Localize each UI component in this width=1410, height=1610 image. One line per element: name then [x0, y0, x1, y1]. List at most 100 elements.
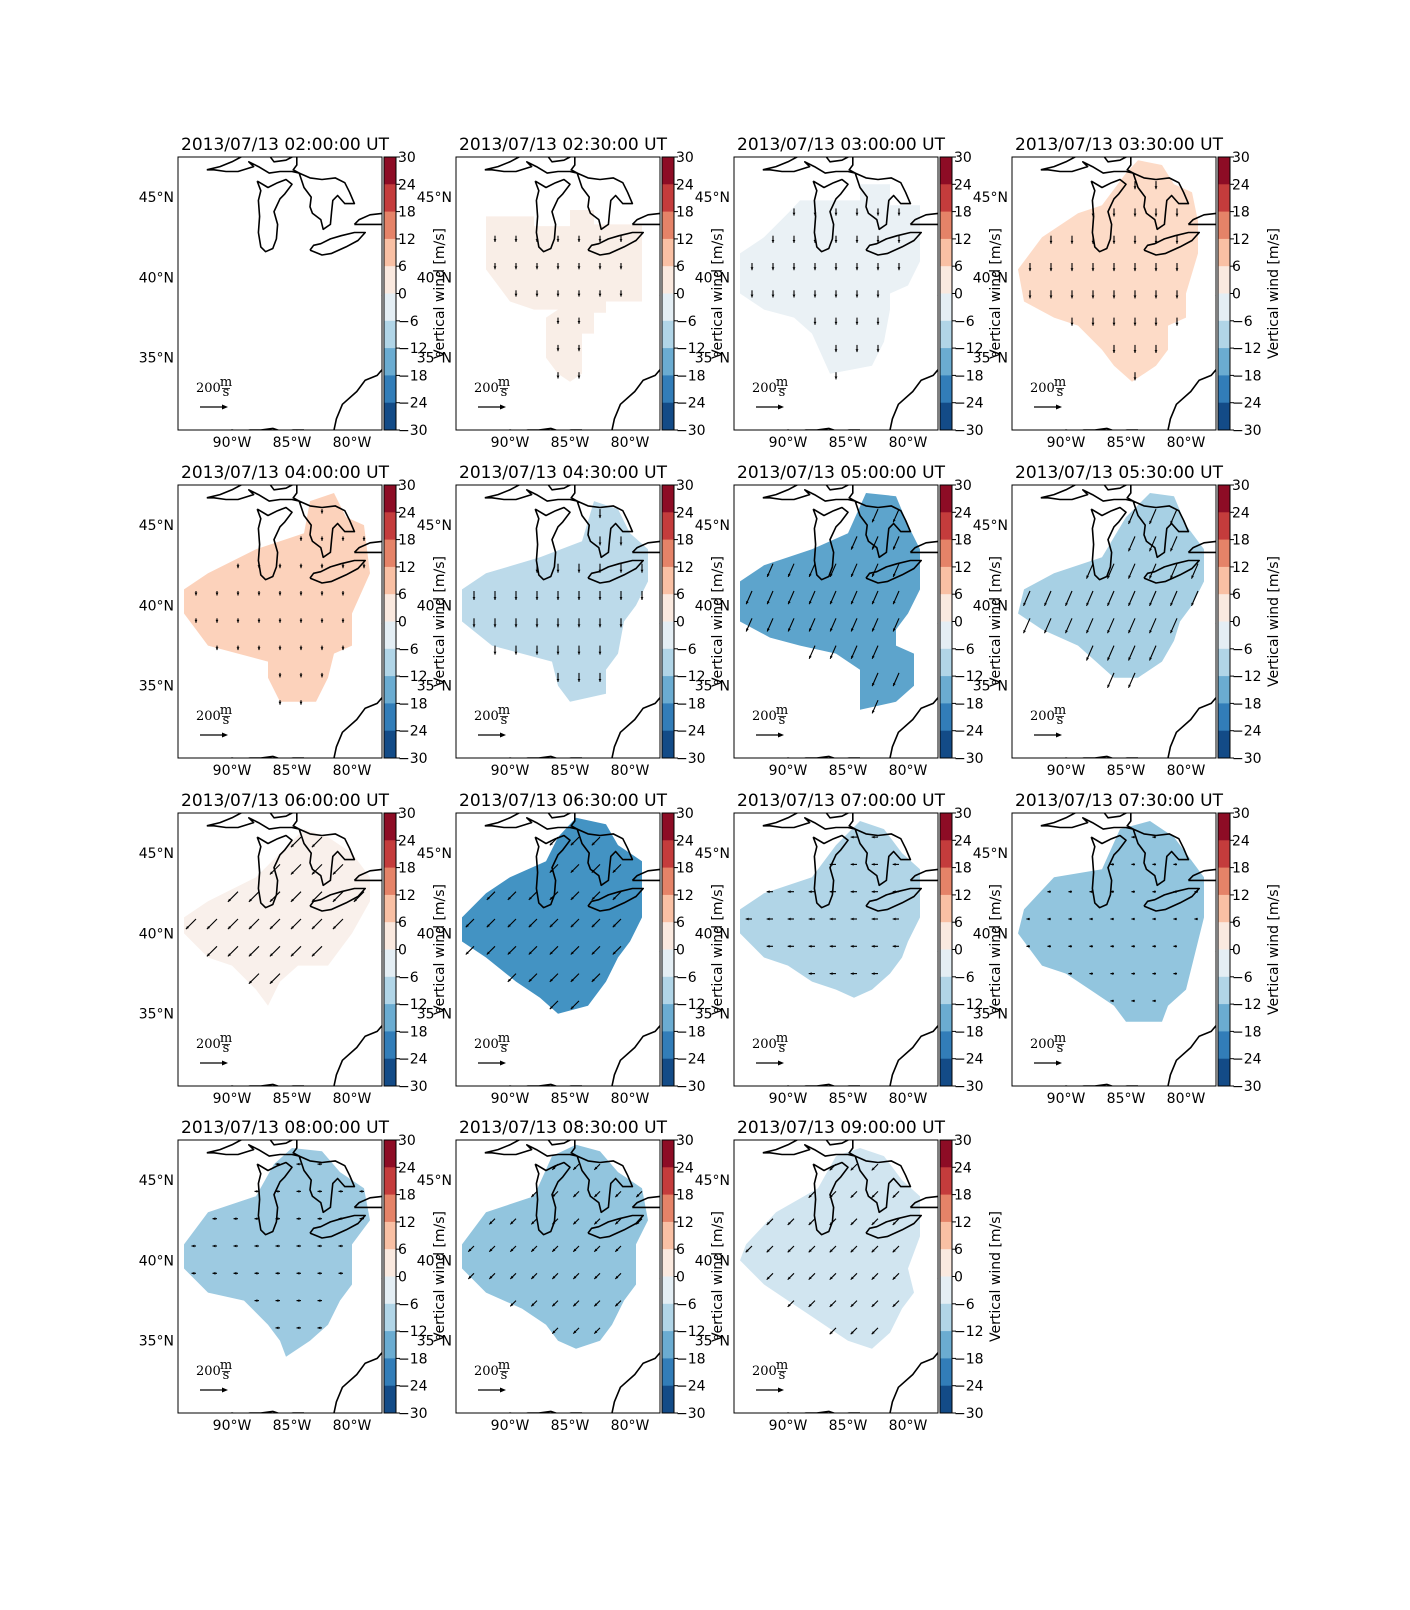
scale-arrow-unit-num: m — [776, 1031, 788, 1046]
wind-arrowhead — [1152, 835, 1156, 839]
colorbar-segment — [662, 402, 674, 431]
coastline — [576, 828, 634, 887]
wind-arrowhead — [320, 619, 324, 623]
wind-arrowhead — [275, 1190, 279, 1193]
lon-tick-label: 85°W — [829, 435, 868, 451]
wind-region — [462, 817, 642, 1014]
colorbar-segment — [384, 976, 396, 1005]
wind-arrowhead — [1170, 575, 1173, 579]
wind-arrowhead — [275, 1326, 279, 1330]
wind-arrowhead — [851, 628, 854, 632]
wind-arrowhead — [317, 1299, 321, 1302]
colorbar-tick-label: 18 — [676, 1188, 694, 1204]
colorbar-segment — [662, 1221, 674, 1250]
wind-region — [1018, 821, 1204, 1022]
coastline — [865, 1214, 922, 1239]
colorbar-tick-label: 18 — [398, 1188, 416, 1204]
colorbar-tick-label: −18 — [398, 1024, 428, 1040]
wind-arrowhead — [1152, 917, 1156, 921]
coastline — [1040, 157, 1134, 174]
colorbar-segment — [662, 949, 674, 978]
lat-tick-label: 40°N — [417, 926, 452, 942]
wind-arrowhead — [619, 542, 623, 546]
colorbar-segment — [384, 894, 396, 923]
wind-arrowhead — [598, 624, 602, 628]
colorbar-tick-label: 6 — [1232, 259, 1241, 275]
wind-arrowhead — [855, 212, 859, 216]
colorbar-tick-label: −6 — [954, 1297, 975, 1313]
wind-arrowhead — [615, 1194, 619, 1198]
colorbar-segment — [384, 676, 396, 704]
wind-arrowhead — [792, 267, 796, 271]
wind-arrowhead — [598, 515, 602, 519]
colorbar-tick-label: 24 — [1232, 505, 1250, 521]
wind-arrowhead — [771, 240, 775, 243]
colorbar-segment — [662, 976, 674, 1005]
lat-tick-label: 35°N — [695, 679, 730, 695]
wind-arrowhead — [830, 601, 833, 605]
wind-region — [1018, 493, 1204, 678]
wind-arrowhead — [871, 863, 875, 866]
lat-tick-label: 45°N — [973, 190, 1008, 206]
colorbar-segment — [384, 539, 396, 568]
colorbar-tick-label: −12 — [676, 341, 706, 357]
wind-arrowhead — [619, 293, 623, 297]
colorbar-segment — [940, 1004, 952, 1032]
wind-arrowhead — [556, 293, 560, 297]
colorbar: 30 24 18 12 6 0 −6 −12 −18 −24 −30 Vertical wind [m… — [383, 806, 448, 1095]
wind-arrowhead — [876, 294, 880, 298]
wind-arrowhead — [829, 1249, 833, 1253]
wind-arrowhead — [556, 679, 560, 682]
coastline — [206, 1140, 300, 1157]
wind-arrowhead — [338, 1271, 342, 1275]
wind-arrowhead — [549, 924, 553, 928]
colorbar-tick-label: 0 — [676, 287, 685, 303]
wind-arrowhead — [299, 619, 303, 623]
coastline — [854, 172, 912, 231]
scale-arrow-unit-num: m — [498, 1031, 510, 1046]
wind-arrowhead — [892, 917, 896, 921]
scale-arrow-unit-den: s — [1057, 713, 1064, 728]
coastline — [298, 1155, 356, 1214]
scale-arrow-unit-den: s — [223, 713, 230, 728]
colorbar-segment — [662, 1167, 674, 1196]
wind-arrowhead — [296, 1190, 300, 1193]
wind-region — [740, 1148, 920, 1349]
wind-arrowhead — [1131, 944, 1135, 948]
colorbar-segment — [940, 676, 952, 704]
wind-arrowhead — [829, 917, 833, 921]
wind-arrowhead — [552, 1330, 556, 1334]
lon-tick-label: 85°W — [551, 1418, 590, 1434]
colorbar-segment — [662, 348, 674, 376]
wind-arrowhead — [619, 266, 623, 270]
wind-arrowhead — [809, 601, 812, 605]
wind-arrowhead — [311, 953, 315, 957]
wind-arrowhead — [1107, 575, 1110, 579]
wind-arrowhead — [897, 240, 901, 243]
colorbar-tick-label: −24 — [398, 1379, 428, 1395]
coastline — [889, 951, 938, 1086]
wind-arrowhead — [591, 978, 595, 982]
coastline — [909, 212, 938, 226]
coastline — [631, 868, 660, 882]
map-panel: 2013/07/13 09:00:00 UT 200 ms 45°N 40°N 35°N 9… — [695, 1118, 1004, 1434]
wind-arrowhead — [808, 890, 812, 894]
wind-arrowhead — [808, 917, 812, 921]
wind-arrowhead — [851, 655, 854, 659]
lon-tick-label: 85°W — [273, 1091, 312, 1107]
lat-tick-label: 45°N — [695, 1173, 730, 1189]
colorbar-segment — [1218, 594, 1230, 622]
wind-arrowhead — [612, 869, 616, 873]
coastline — [854, 828, 912, 887]
colorbar-tick-label: 12 — [676, 232, 694, 248]
wind-arrowhead — [872, 519, 875, 523]
wind-arrowhead — [1070, 268, 1074, 272]
lat-tick-label: 40°N — [139, 270, 174, 286]
colorbar-tick-label: 6 — [1232, 587, 1241, 603]
colorbar-segment — [940, 512, 952, 541]
scale-arrow: 200 ms — [196, 1031, 232, 1066]
scale-arrow-unit-den: s — [223, 385, 230, 400]
wind-arrowhead — [1091, 322, 1095, 326]
colorbar-segment — [940, 922, 952, 950]
map-panel: 2013/07/13 06:00:00 UT 200 ms 45°N 40°N 35°N 9… — [139, 791, 448, 1107]
